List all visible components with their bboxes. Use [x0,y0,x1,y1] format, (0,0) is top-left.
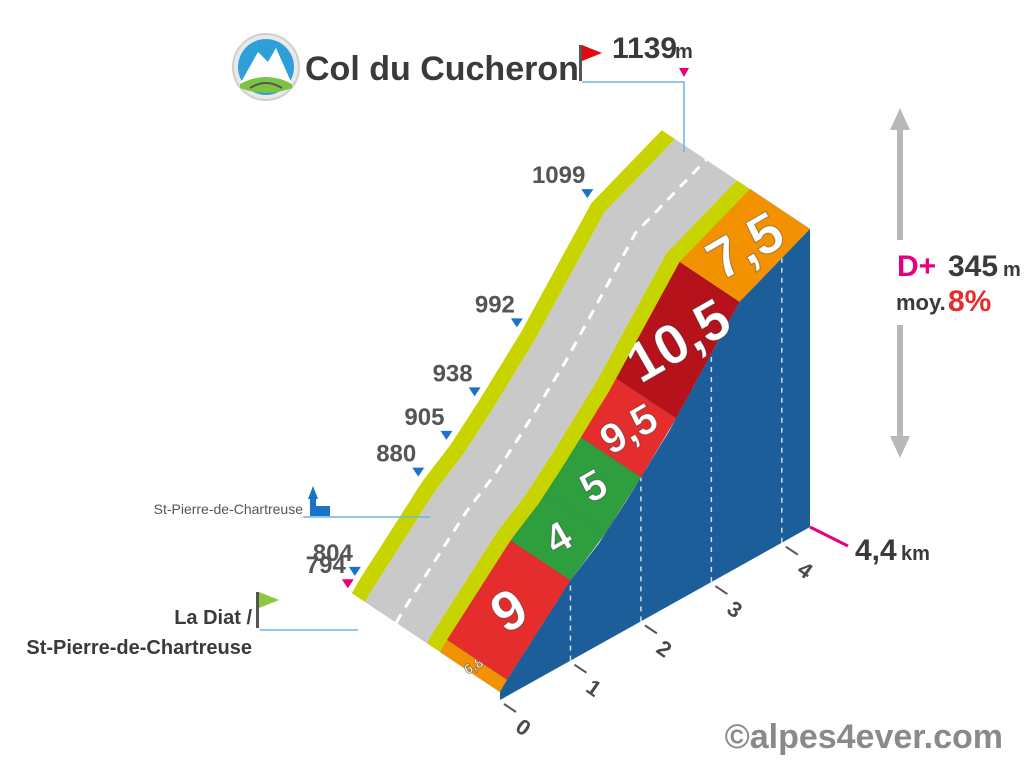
altitude-label: 905 [404,404,444,431]
altitude-label: 1099 [532,162,585,189]
road-verge-front [426,180,750,652]
km-axis: 0 1 2 3 4 [503,545,818,742]
km-tick [503,703,517,713]
summit-leader-line [582,81,685,152]
altitude-marker-icon [468,387,481,397]
gain-unit: m [1003,259,1021,281]
profile-side-wall [500,229,810,700]
summit-altitude: 1139 [612,32,677,65]
km-tick [644,624,658,635]
km-tick [785,545,799,556]
road-verge-back [351,130,675,602]
km-tick [714,585,728,595]
distance-tick [809,525,849,548]
elevation-arrow [890,108,910,458]
avg-value: 8% [948,285,991,318]
altitude-marker-icon [348,566,361,576]
altitude-label: 880 [376,441,416,468]
waypoint-name: St-Pierre-de-Chartreuse [154,501,304,517]
km-tick-label: 1 [582,674,606,702]
summit-flag-icon [579,45,602,81]
summit-marker-icon [679,68,689,77]
km-tick-label: 4 [793,556,818,584]
distance-value: 4,4 [855,534,897,567]
avg-label: moy. [896,290,946,315]
summit-unit: m [675,41,693,63]
km-tick-label: 2 [652,635,676,663]
altitude-marker-icon [341,579,354,589]
km-tick-label: 0 [511,714,535,742]
start-name-line2: St-Pierre-de-Chartreuse [26,637,252,659]
altitude-marker-icon [510,318,523,328]
altitude-marker-icon [581,189,594,199]
gain-value: 345 [948,250,998,283]
road-centre-line [394,158,708,624]
altitude-label: 938 [433,360,473,387]
km-tick [573,663,588,674]
road-strip [351,130,750,652]
altitude-label: 992 [475,291,515,318]
altitude-marker-icon [412,467,425,477]
gain-label: D+ [897,250,936,283]
climb-title: Col du Cucheron [305,50,579,88]
church-icon [308,486,330,516]
start-flag-icon [256,592,279,628]
altitude-label: 804 [313,540,354,567]
altitude-marker-icon [440,430,453,440]
credit-text: ©alpes4ever.com [725,718,1003,756]
mountain-logo-icon [232,33,300,101]
start-name-line1: La Diat / [174,607,252,629]
altitude-label: 794 [306,552,347,579]
side-wall-fill [500,229,810,700]
distance-unit: km [901,543,930,565]
road-surface [365,139,737,644]
km-tick-label: 3 [722,596,746,624]
